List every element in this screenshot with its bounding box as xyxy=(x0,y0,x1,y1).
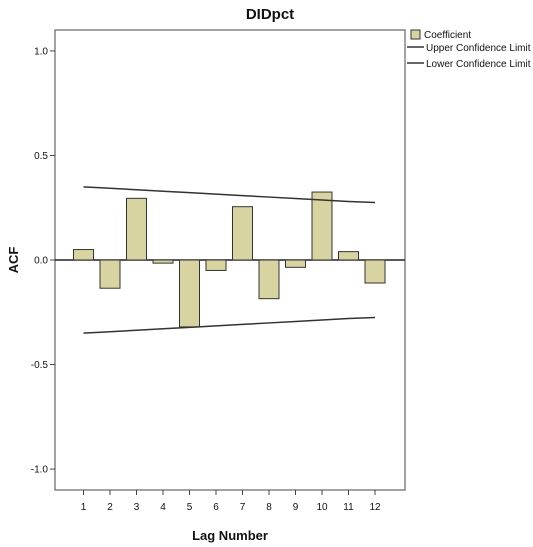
coefficient-bars xyxy=(73,191,386,328)
coefficient-bar xyxy=(179,259,200,328)
x-tick-label: 3 xyxy=(134,502,140,513)
legend-coefficient-label: Coefficient xyxy=(424,30,471,41)
x-tick-label: 4 xyxy=(160,502,166,513)
lower-confidence-line xyxy=(83,316,376,334)
x-tick-label: 11 xyxy=(343,502,354,513)
x-tick-label: 2 xyxy=(107,502,113,513)
y-axis: 1.0 0.5 0.0 -0.5 -1.0 xyxy=(31,46,55,476)
coefficient-bar xyxy=(364,259,386,284)
upper-confidence-line xyxy=(83,186,376,204)
x-tick-label: 6 xyxy=(213,502,219,513)
coefficient-bar xyxy=(73,249,94,261)
coefficient-bar xyxy=(285,259,306,268)
x-axis: 1 2 3 4 5 6 7 8 9 10 11 12 xyxy=(81,490,381,513)
coefficient-bar xyxy=(152,259,174,264)
y-tick-label: 0.0 xyxy=(34,256,48,267)
x-axis-label: Lag Number xyxy=(192,528,268,543)
chart-title: DIDpct xyxy=(246,6,294,23)
x-tick-label: 9 xyxy=(293,502,299,513)
confidence-limit-lines xyxy=(83,186,376,334)
x-tick-label: 1 xyxy=(81,502,87,513)
coefficient-bar xyxy=(232,206,253,261)
y-tick-label: -0.5 xyxy=(31,360,49,371)
coefficient-bar xyxy=(126,197,147,261)
x-tick-label: 12 xyxy=(369,502,381,513)
legend-lower-label: Lower Confidence Limit xyxy=(426,59,531,70)
x-tick-label: 7 xyxy=(240,502,246,513)
x-tick-label: 5 xyxy=(187,502,193,513)
coefficient-bar xyxy=(99,259,121,289)
coefficient-bar xyxy=(258,259,280,300)
y-tick-label: -1.0 xyxy=(31,465,49,476)
legend-upper-label: Upper Confidence Limit xyxy=(426,43,531,54)
legend-coefficient-swatch xyxy=(410,29,421,40)
legend: Coefficient Upper Confidence Limit Lower… xyxy=(407,29,531,70)
coefficient-bar xyxy=(338,251,359,261)
coefficient-bar xyxy=(205,259,227,271)
y-tick-label: 0.5 xyxy=(34,151,48,162)
y-axis-label: ACF xyxy=(6,247,21,274)
x-tick-label: 10 xyxy=(316,502,328,513)
y-tick-label: 1.0 xyxy=(34,46,48,57)
coefficient-bar xyxy=(311,191,333,261)
x-tick-label: 8 xyxy=(266,502,272,513)
